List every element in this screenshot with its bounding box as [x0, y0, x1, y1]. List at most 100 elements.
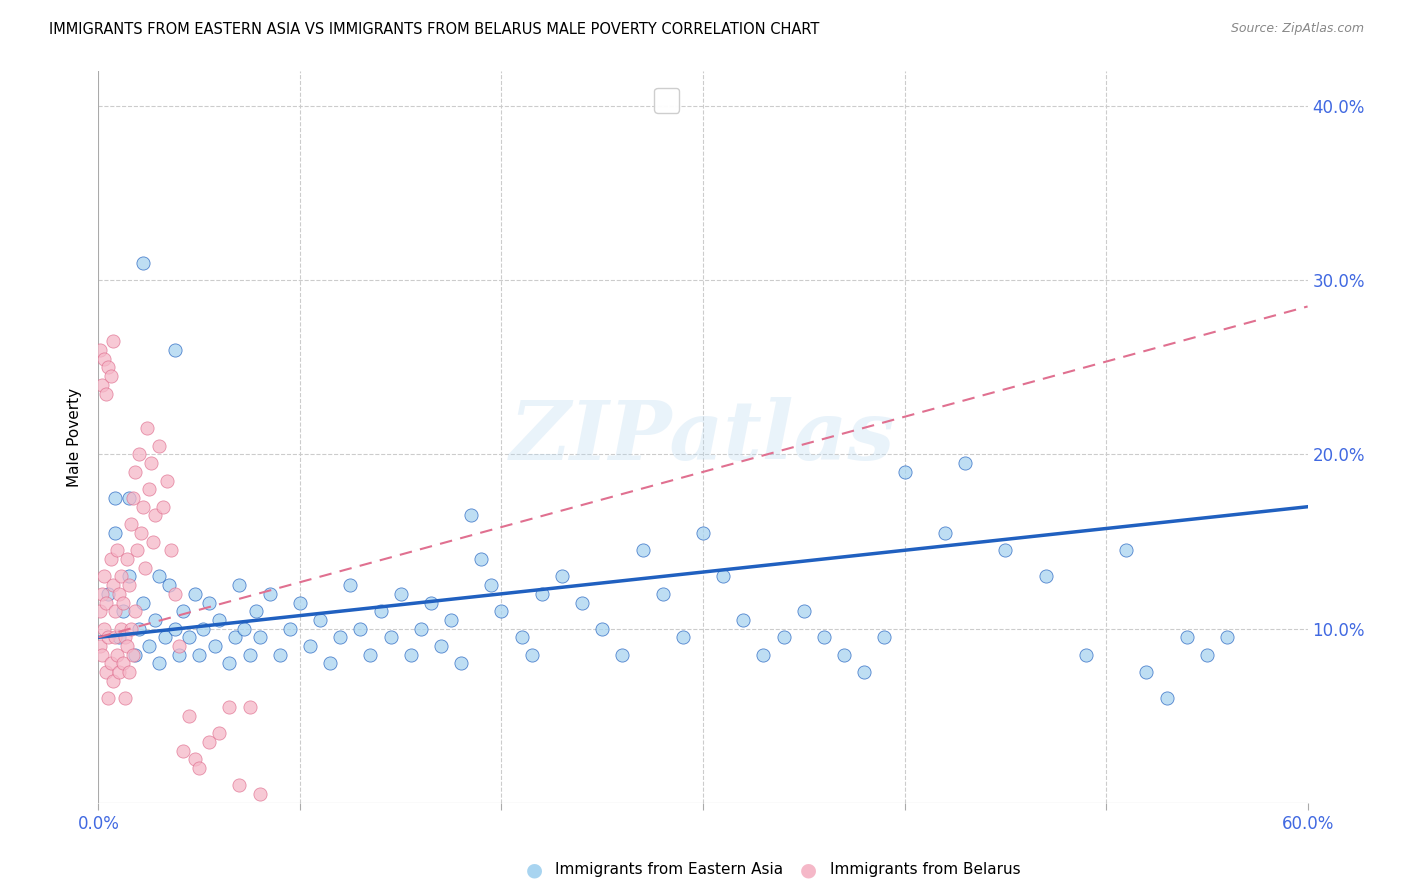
Point [96, 665, 118, 680]
Point [115, 639, 138, 653]
Point [91, 377, 114, 392]
Point [1156, 691, 1178, 706]
Point [1035, 569, 1057, 583]
Point [239, 648, 262, 662]
Point [672, 631, 695, 645]
Point [97, 587, 120, 601]
Point [994, 543, 1017, 558]
Point [228, 578, 250, 592]
Point [612, 648, 634, 662]
Point [100, 369, 122, 384]
Point [360, 648, 382, 662]
Point [118, 578, 141, 592]
Point [120, 622, 142, 636]
Point [934, 525, 956, 540]
Point [163, 622, 186, 636]
Point [143, 508, 166, 523]
Point [218, 657, 240, 671]
Point [184, 587, 207, 601]
Point [97, 360, 120, 375]
Point [399, 648, 422, 662]
Point [470, 552, 492, 566]
Point [101, 334, 124, 349]
Point [188, 648, 211, 662]
Point [389, 587, 412, 601]
Point [288, 595, 311, 609]
Point [953, 456, 976, 470]
Point [120, 517, 142, 532]
Point [121, 491, 143, 505]
Point [97, 691, 120, 706]
Point [93, 351, 115, 366]
Point [110, 569, 132, 583]
Point [832, 648, 855, 662]
Point [228, 778, 250, 792]
Point [460, 508, 482, 523]
Point [91, 587, 114, 601]
Point [208, 613, 231, 627]
Point [420, 595, 443, 609]
Point [103, 491, 125, 505]
Point [481, 578, 503, 592]
Point [259, 587, 281, 601]
Point [651, 587, 673, 601]
Point [188, 761, 211, 775]
Point [349, 622, 371, 636]
Point [813, 631, 835, 645]
Point [430, 639, 453, 653]
Point [319, 657, 342, 671]
Point [873, 631, 896, 645]
Point [148, 439, 170, 453]
Point [111, 595, 134, 609]
Point [218, 700, 240, 714]
Point [208, 726, 231, 740]
Point [793, 604, 815, 618]
Point [172, 743, 194, 757]
Point [409, 622, 432, 636]
Point [105, 648, 128, 662]
Point [107, 631, 129, 645]
Point [631, 543, 654, 558]
Point [125, 543, 148, 558]
Point [172, 604, 194, 618]
Point [450, 657, 472, 671]
Point [132, 500, 155, 514]
Text: Immigrants from Belarus: Immigrants from Belarus [830, 863, 1021, 877]
Point [1175, 631, 1198, 645]
Point [370, 604, 392, 618]
Point [139, 456, 162, 470]
Point [156, 474, 179, 488]
Text: Source: ZipAtlas.com: Source: ZipAtlas.com [1230, 22, 1364, 36]
Point [591, 622, 613, 636]
Point [1074, 648, 1097, 662]
Point [239, 700, 262, 714]
Point [124, 465, 146, 479]
Point [232, 622, 254, 636]
Point [329, 631, 352, 645]
Point [138, 483, 160, 497]
Text: ZIPatlas: ZIPatlas [510, 397, 896, 477]
Point [103, 631, 125, 645]
Point [97, 631, 120, 645]
Point [167, 639, 190, 653]
Point [1195, 648, 1218, 662]
Point [89, 343, 111, 357]
Point [179, 708, 201, 723]
Point [101, 673, 124, 688]
Point [129, 525, 152, 540]
Text: IMMIGRANTS FROM EASTERN ASIA VS IMMIGRANTS FROM BELARUS MALE POVERTY CORRELATION: IMMIGRANTS FROM EASTERN ASIA VS IMMIGRAN… [49, 22, 820, 37]
Point [692, 525, 714, 540]
Point [107, 587, 129, 601]
Point [198, 595, 221, 609]
Point [107, 665, 129, 680]
Point [89, 639, 111, 653]
Point [309, 613, 332, 627]
Point [103, 525, 125, 540]
Point [733, 613, 755, 627]
Point [193, 622, 215, 636]
Point [278, 622, 301, 636]
Point [1216, 631, 1239, 645]
Point [110, 622, 132, 636]
Point [142, 534, 165, 549]
Point [128, 448, 150, 462]
